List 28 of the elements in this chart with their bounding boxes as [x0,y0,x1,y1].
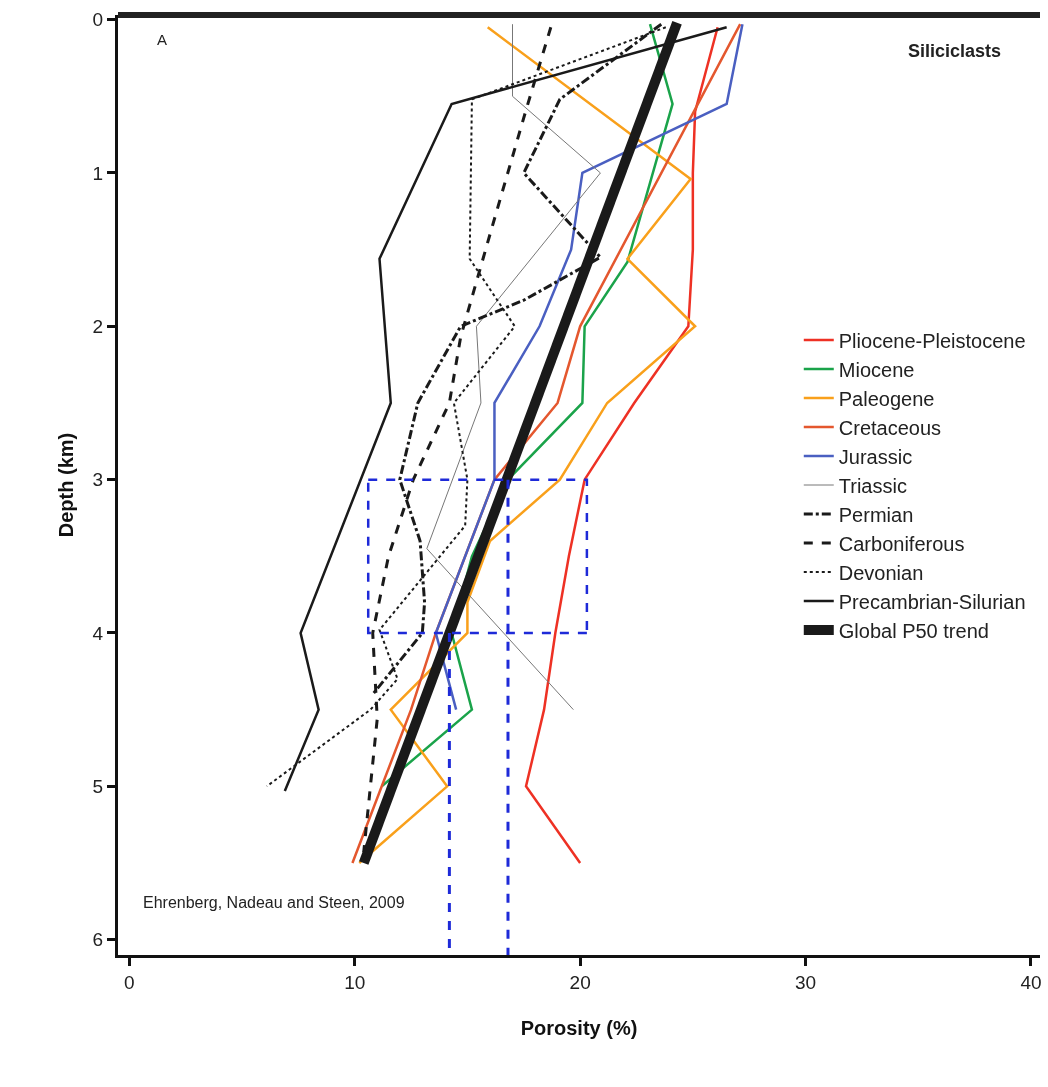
y-tick-label: 5 [92,775,104,797]
x-tick-label: 10 [344,971,366,993]
y-tick-label: 6 [92,929,104,951]
legend-label: Triassic [838,474,907,497]
x-tick-label: 30 [794,971,817,993]
legend-label: Jurassic [838,445,913,468]
y-tick-label: 2 [92,315,104,337]
legend-label: Carboniferous [838,532,965,555]
legend-label: Devonian [838,561,924,584]
y-tick-label: 0 [92,9,104,31]
x-tick-label: 40 [1020,971,1042,993]
annotation: Siliciclasts [908,41,1002,61]
legend-label: Global P50 trend [838,619,989,642]
legend-label: Precambrian-Silurian [838,590,1026,613]
legend-label: Pliocene-Pleistocene [838,329,1026,352]
y-tick-label: 4 [92,622,104,644]
x-tick-label: 0 [123,971,135,993]
legend-label: Paleogene [838,387,935,410]
legend-label: Miocene [838,358,915,381]
y-axis-title: Depth (km) [55,432,78,538]
annotation: A [157,31,168,48]
legend-label: Cretaceous [838,416,942,439]
x-axis-title: Porosity (%) [520,1017,638,1040]
y-tick-label: 3 [92,469,104,491]
annotation: Ehrenberg, Nadeau and Steen, 2009 [143,894,405,911]
x-tick-label: 20 [569,971,591,993]
legend-label: Permian [838,503,914,526]
y-tick-label: 1 [92,162,104,184]
